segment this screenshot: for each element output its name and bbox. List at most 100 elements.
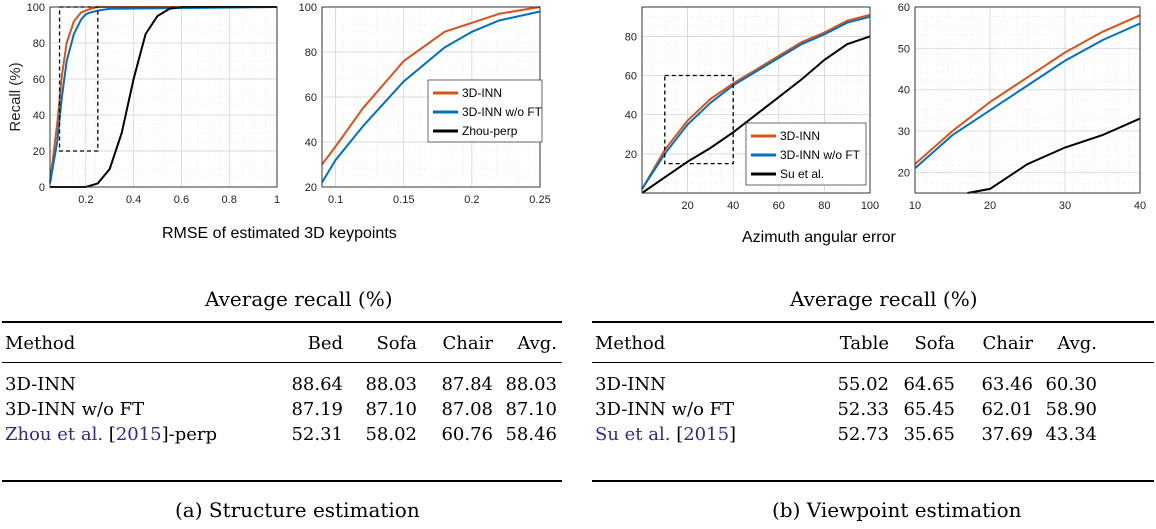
table-b-caption: (b) Viewpoint estimation — [772, 498, 1022, 522]
value-cell: 52.73 — [837, 424, 889, 445]
table-row: 3D-INN 88.64 88.03 87.84 88.03 — [5, 372, 557, 397]
table-b: Method Table Sofa Chair Avg. 3D-INN 55.02 64.65… — [595, 331, 1097, 447]
x-tick-label: 0.2 — [78, 194, 93, 206]
series-line-inn — [914, 14, 1141, 165]
table-a-title: Average recall (%) — [205, 287, 393, 311]
series-line-baseline — [967, 117, 1141, 194]
axes-frame — [914, 6, 1141, 194]
x-tick-label: 0.6 — [174, 194, 189, 206]
value-cell: 60.76 — [441, 424, 493, 445]
x-tick-label: 0.8 — [222, 194, 237, 206]
table-b-top-rule — [592, 321, 1154, 323]
value-cell: 62.01 — [981, 399, 1033, 420]
x-tick-label: 0.1 — [328, 194, 343, 206]
y-tick-label: 20 — [625, 149, 637, 161]
y-tick-label: 60 — [625, 71, 637, 83]
value-cell: 65.45 — [903, 399, 955, 420]
table-a-bottom-rule — [2, 480, 562, 482]
value-cell: 58.90 — [1045, 399, 1097, 420]
value-cell: 58.02 — [365, 424, 417, 445]
citation-link[interactable]: 2015 — [115, 424, 162, 445]
column-header: Sofa — [376, 333, 417, 354]
results-table: Method Bed Sofa Chair Avg. 3D-INN 88.64 88.03 87… — [5, 331, 557, 447]
y-tick-label: 80 — [33, 38, 45, 50]
x-tick-label: 0.4 — [126, 194, 141, 206]
x-tick-label: 60 — [773, 200, 785, 212]
zoom-region-box — [664, 74, 734, 165]
value-cell: 37.69 — [981, 424, 1033, 445]
table-a-top-rule — [2, 321, 562, 323]
citation-link[interactable]: 2015 — [683, 424, 730, 445]
table-a-mid-rule — [2, 362, 562, 363]
y-tick-label: 20 — [305, 182, 317, 194]
value-cell: 88.03 — [365, 374, 417, 395]
series-line-inn — [321, 6, 541, 166]
legend-label: 3D-INN — [780, 129, 820, 143]
column-header: Method — [5, 333, 76, 354]
value-cell: 88.03 — [505, 374, 557, 395]
table-b-title: Average recall (%) — [790, 287, 978, 311]
column-header: Chair — [442, 333, 493, 354]
x-tick-label: 0.15 — [393, 194, 414, 206]
column-header: Table — [839, 333, 889, 354]
value-cell: 58.46 — [505, 424, 557, 445]
y-tick-label: 30 — [898, 126, 910, 138]
table-row: Zhou et al. [2015]-perp 52.31 58.02 60.76 58… — [5, 422, 557, 447]
column-header: Method — [595, 333, 666, 354]
method-cell: 3D-INN — [5, 374, 76, 395]
method-cell: Su et al. [2015] — [595, 424, 737, 445]
value-cell: 60.30 — [1045, 374, 1097, 395]
y-tick-label: 50 — [898, 43, 910, 55]
x-tick-label: 20 — [681, 200, 693, 212]
value-cell: 87.19 — [291, 399, 343, 420]
y-tick-label: 20 — [33, 146, 45, 158]
y-tick-label: 60 — [898, 2, 910, 14]
value-cell: 87.08 — [441, 399, 493, 420]
method-cell: Zhou et al. [2015]-perp — [5, 424, 218, 445]
value-cell: 87.10 — [505, 399, 557, 420]
method-cell: 3D-INN — [595, 374, 666, 395]
x-tick-label: 0.2 — [464, 194, 479, 206]
y-tick-label: 40 — [625, 110, 637, 122]
y-tick-label: 80 — [625, 31, 637, 43]
axes-frame — [49, 6, 278, 188]
method-cell: 3D-INN w/o FT — [5, 399, 145, 420]
value-cell: 87.84 — [441, 374, 493, 395]
y-tick-label: 100 — [299, 2, 317, 14]
y-tick-label: 60 — [305, 92, 317, 104]
table-a: Method Bed Sofa Chair Avg. 3D-INN 88.64 88.03 87… — [5, 331, 557, 447]
table-header-row: Method Bed Sofa Chair Avg. — [5, 331, 557, 356]
legend-label: 3D-INN w/o FT — [462, 105, 543, 119]
value-cell: 63.46 — [981, 374, 1033, 395]
x-tick-label: 0.25 — [529, 194, 550, 206]
legend-label: 3D-INN w/o FT — [780, 148, 861, 162]
column-header: Chair — [982, 333, 1033, 354]
series-line-inn-no-ft — [914, 22, 1141, 169]
results-table: Method Table Sofa Chair Avg. 3D-INN 55.02 64.65… — [595, 331, 1097, 447]
x-axis-label-azimuth: Azimuth angular error — [742, 229, 896, 246]
table-a-caption: (a) Structure estimation — [175, 498, 420, 522]
y-tick-label: 40 — [305, 137, 317, 149]
table-row: 3D-INN w/o FT 87.19 87.10 87.08 87.10 — [5, 397, 557, 422]
legend-label: Su et al. — [780, 167, 824, 181]
column-header: Avg. — [1057, 333, 1097, 354]
table-header-row: Method Table Sofa Chair Avg. — [595, 331, 1097, 356]
value-cell: 43.34 — [1045, 424, 1097, 445]
series-line-inn — [641, 13, 871, 190]
x-tick-label: 10 — [909, 200, 921, 212]
x-tick-label: 30 — [1059, 200, 1071, 212]
value-cell: 64.65 — [903, 374, 955, 395]
table-b-mid-rule — [592, 362, 1154, 363]
table-row: 3D-INN w/o FT 52.33 65.45 62.01 58.90 — [595, 397, 1097, 422]
axes-frame — [641, 6, 871, 194]
column-header: Sofa — [914, 333, 955, 354]
table-row: Su et al. [2015] 52.73 35.65 37.69 43.34 — [595, 422, 1097, 447]
x-tick-label: 1 — [274, 194, 280, 206]
y-tick-label: 0 — [39, 182, 45, 194]
value-cell: 52.31 — [291, 424, 343, 445]
y-tick-label: 60 — [33, 74, 45, 86]
series-line-baseline — [50, 6, 277, 188]
series-line-inn-no-ft — [641, 15, 871, 190]
series-line-inn-no-ft — [321, 10, 541, 184]
